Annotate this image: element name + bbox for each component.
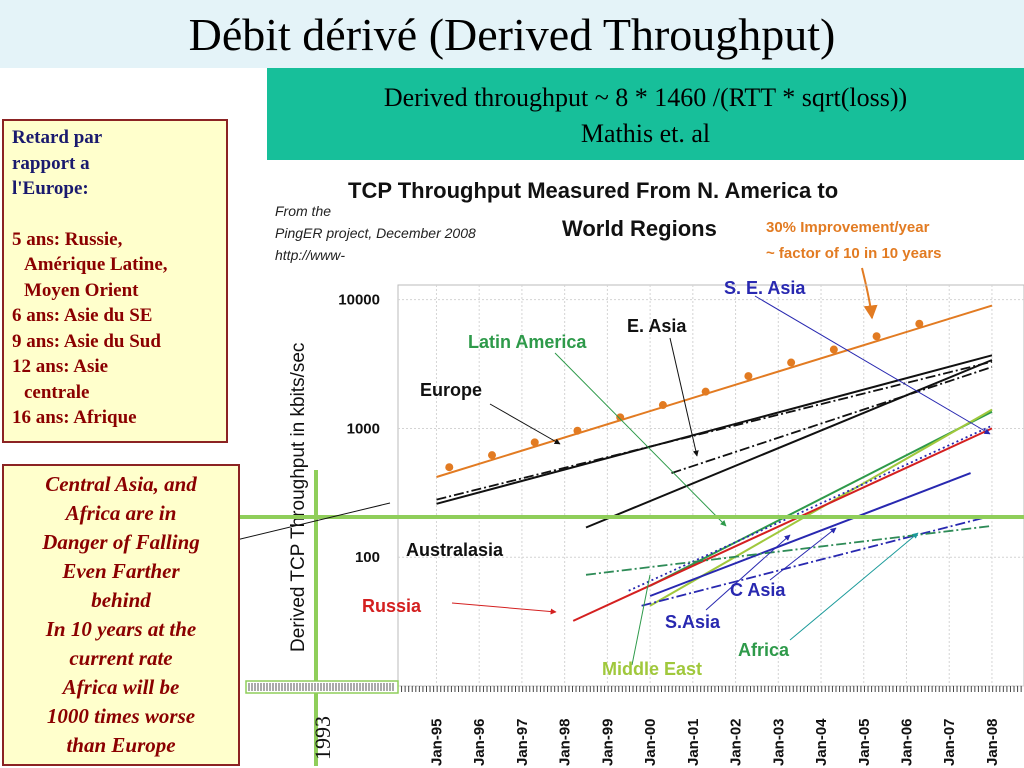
x-tick-label: Jan-08 — [984, 718, 1001, 766]
series-europe-point — [915, 319, 924, 328]
series-africa-line — [585, 525, 993, 576]
delay-line: centrale — [24, 381, 90, 403]
label-middle-east: Middle East — [602, 659, 702, 679]
y-tick-label: 10000 — [338, 292, 380, 309]
label-russia: Russia — [362, 596, 422, 616]
label-australasia: Australasia — [406, 540, 504, 560]
label-latin-america: Latin America — [468, 332, 587, 352]
improvement-note-2: ~ factor of 10 in 10 years — [766, 245, 942, 262]
x-tick-label: Jan-01 — [685, 718, 702, 766]
label-c-asia: C Asia — [730, 580, 786, 600]
warning-line: current rate — [69, 646, 173, 670]
y-axis-label: Derived TCP Throughput in kbits/sec — [288, 343, 309, 652]
series-europe-point — [872, 332, 881, 341]
series-e-asia-line — [436, 360, 993, 501]
x-tick-label: Jan-04 — [813, 718, 830, 766]
warning-line: behind — [91, 588, 151, 612]
formula-text: Derived throughput ~ 8 * 1460 /(RTT * sq… — [383, 83, 908, 112]
source-note-3: http://www- — [275, 247, 345, 263]
formula-box: Derived throughput ~ 8 * 1460 /(RTT * sq… — [267, 68, 1024, 160]
x-tick-label: Jan-03 — [770, 718, 787, 766]
series-australasia-line — [585, 359, 993, 529]
warning-line: 1000 times worse — [46, 704, 196, 728]
delay-heading-3: l'Europe: — [12, 178, 89, 199]
delay-line: Amérique Latine, — [24, 254, 168, 275]
warning-line: Africa will be — [62, 675, 180, 699]
delay-box: Retard par rapport a l'Europe: 5 ans: Ru… — [2, 119, 228, 443]
series-europe-point — [829, 345, 838, 354]
warning-box: Central Asia, and Africa are in Danger o… — [2, 464, 240, 766]
label-se-asia: S. E. Asia — [724, 278, 806, 298]
series-s-asia-line — [641, 514, 993, 607]
x-tick-label: Jan-05 — [856, 718, 873, 766]
y-tick-label: 1000 — [347, 420, 380, 437]
x-tick-label: Jan-96 — [471, 718, 488, 766]
series-e-asia-line — [436, 354, 993, 505]
series-europe-line — [436, 304, 993, 478]
chart-title-line1: TCP Throughput Measured From N. America … — [348, 178, 838, 203]
delay-line: 9 ans: Asie du Sud — [12, 330, 161, 352]
warning-line: In 10 years at the — [45, 617, 197, 641]
series-europe-point — [445, 463, 454, 472]
series-europe-point — [530, 438, 539, 447]
projection-line — [227, 502, 391, 543]
formula-citation: Mathis et. al — [580, 119, 711, 148]
series-europe-point — [744, 372, 753, 381]
series-europe-point — [616, 413, 625, 422]
delay-line: 5 ans: Russie, — [12, 228, 123, 250]
x-tick-label: Jan-97 — [514, 718, 531, 766]
x-tick-labels: Jan-95 Jan-96 Jan-97 Jan-98 Jan-99 Jan-00 Jan-… — [428, 718, 1000, 766]
series-russia-line — [572, 427, 993, 622]
y-tick-labels: 10100100010000 — [338, 292, 380, 695]
source-note-1: From the — [275, 203, 331, 219]
delay-heading-2: rapport a — [12, 152, 90, 174]
delay-line: Moyen Orient — [24, 279, 139, 301]
label-e-asia: E. Asia — [627, 316, 687, 336]
label-europe: Europe — [420, 380, 482, 400]
series-australasia-line — [671, 366, 993, 474]
warning-line: Africa are in — [65, 501, 177, 525]
delay-line: 16 ans: Afrique — [12, 407, 137, 428]
x-tick-label: Jan-98 — [557, 718, 574, 766]
marker-scale-ticks — [248, 683, 394, 691]
series-europe-point — [658, 401, 667, 410]
label-s-asia: S.Asia — [665, 612, 721, 632]
warning-line: Danger of Falling — [42, 530, 200, 554]
series-layer — [436, 304, 993, 622]
chart-title-line2: World Regions — [562, 216, 717, 241]
delay-list: 5 ans: Russie, Amérique Latine, Moyen Orie… — [12, 227, 218, 431]
year-marker-label: 1993 — [310, 716, 335, 760]
x-tick-label: Jan-02 — [728, 718, 745, 766]
x-tick-label: Jan-95 — [428, 718, 445, 766]
page-title: Débit dérivé (Derived Throughput) — [188, 8, 836, 60]
series-s-e-asia-line — [628, 424, 993, 592]
improvement-note-1: 30% Improvement/year — [766, 219, 930, 236]
leader-lines — [451, 295, 991, 666]
delay-heading-1: Retard par — [12, 127, 103, 148]
title-bar: Débit dérivé (Derived Throughput) — [0, 0, 1024, 68]
warning-line: Central Asia, and — [45, 472, 197, 496]
x-tick-label: Jan-07 — [941, 718, 958, 766]
series-c-asia-line — [649, 472, 971, 597]
source-note-2: PingER project, December 2008 — [275, 225, 476, 241]
chart-grid — [397, 284, 1024, 692]
warning-line: Even Farther — [62, 559, 180, 583]
improvement-arrow — [861, 267, 878, 320]
series-europe-point — [701, 387, 710, 396]
delay-line: 6 ans: Asie du SE — [12, 305, 153, 326]
y-tick-label: 100 — [355, 549, 380, 566]
x-tick-label: Jan-99 — [599, 718, 616, 766]
delay-line: 12 ans: Asie — [12, 356, 109, 377]
series-europe-point — [787, 358, 796, 367]
series-europe-point — [488, 451, 497, 460]
series-latin-america-line — [649, 410, 993, 587]
warning-line: than Europe — [66, 733, 176, 757]
label-africa: Africa — [738, 640, 790, 660]
x-tick-label: Jan-00 — [642, 718, 659, 766]
x-tick-label: Jan-06 — [898, 718, 915, 766]
series-europe-point — [573, 426, 582, 435]
